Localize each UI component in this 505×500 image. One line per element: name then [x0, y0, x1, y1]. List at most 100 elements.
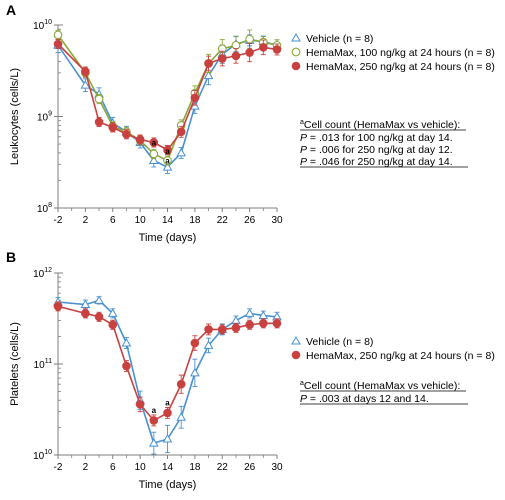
data-point — [245, 320, 254, 330]
x-tick-label: 22 — [217, 462, 229, 473]
data-point — [231, 323, 241, 333]
x-tick-label: 18 — [189, 462, 201, 473]
footnote-line: P = .013 for 100 ng/kg at day 14. — [300, 132, 453, 144]
footnote-line: P = .003 at days 12 and 14. — [300, 393, 429, 405]
series-line — [57, 299, 278, 445]
x-tick-label: 26 — [244, 462, 256, 473]
data-point — [122, 361, 131, 371]
data-point — [53, 30, 63, 40]
data-point — [135, 135, 145, 144]
x-tick-label: 30 — [271, 462, 283, 473]
y-tick-label: 1012 — [33, 267, 52, 280]
data-point — [162, 433, 173, 443]
legend-label: HemaMax, 250 ng/kg at 24 hours (n = 8) — [306, 350, 495, 362]
x-tick-label: 26 — [244, 215, 256, 226]
x-tick-label: 22 — [217, 215, 229, 226]
legend-label: HemaMax, 250 ng/kg at 24 hours (n = 8) — [306, 61, 495, 73]
x-axis-label: Time (days) — [139, 232, 197, 244]
data-point — [80, 80, 91, 89]
x-tick-label: -2 — [54, 215, 63, 226]
y-axis-label: Leukocytes (cells/L) — [9, 68, 21, 165]
significance-annotation: a — [165, 398, 170, 407]
data-point — [259, 319, 268, 328]
data-point — [94, 117, 104, 127]
panel-a-label: A — [6, 2, 16, 18]
data-point — [163, 408, 172, 418]
data-point — [108, 123, 118, 132]
data-point — [121, 338, 132, 347]
series-line — [57, 305, 277, 422]
x-tick-label: -2 — [54, 462, 63, 473]
data-point — [107, 308, 118, 317]
data-point — [272, 319, 282, 328]
significance-annotation: a — [152, 406, 157, 415]
panel-b-label: B — [6, 249, 16, 265]
series-line — [57, 34, 278, 162]
data-point — [149, 416, 159, 425]
data-point — [108, 320, 118, 330]
data-point — [81, 309, 90, 318]
x-tick-label: 2 — [83, 462, 89, 473]
data-point — [53, 39, 63, 49]
series-line — [57, 43, 278, 152]
data-point — [217, 325, 227, 334]
data-point — [53, 302, 63, 311]
data-point — [176, 379, 186, 389]
x-tick-label: 30 — [271, 215, 283, 226]
x-tick-label: 14 — [162, 215, 174, 226]
footnote-line: P = .046 for 250 ng/kg at day 14. — [300, 156, 453, 168]
x-tick-label: 10 — [135, 215, 147, 226]
y-tick-label: 1011 — [34, 358, 52, 371]
data-point — [135, 400, 145, 409]
data-point — [176, 412, 187, 421]
data-point — [245, 34, 254, 44]
data-point — [190, 338, 200, 348]
data-point — [176, 147, 187, 157]
x-axis-label: Time (days) — [139, 479, 197, 491]
data-point — [122, 129, 131, 139]
data-point — [149, 149, 159, 159]
data-point — [94, 295, 104, 304]
data-point — [231, 315, 241, 325]
data-point — [148, 438, 159, 447]
data-point — [203, 70, 214, 80]
x-tick-label: 14 — [162, 462, 174, 473]
x-tick-label: 6 — [110, 462, 116, 473]
data-point — [190, 367, 200, 377]
legend-marker — [291, 335, 301, 345]
data-point — [149, 138, 159, 147]
data-point — [163, 145, 172, 155]
legend-label: HemaMax, 100 ng/kg at 24 hours (n = 8) — [306, 47, 495, 59]
data-point — [244, 308, 255, 317]
data-point — [259, 43, 268, 52]
y-axis-label: Platelets (cells/L) — [9, 322, 21, 406]
data-point — [204, 325, 213, 334]
data-point — [94, 94, 104, 104]
significance-annotation: a — [152, 139, 157, 148]
x-tick-label: 10 — [135, 462, 147, 473]
legend-marker — [291, 350, 301, 360]
data-point — [148, 155, 159, 165]
legend-label: Vehicle (n = 8) — [306, 336, 373, 348]
data-point — [190, 93, 200, 103]
x-tick-label: 18 — [189, 215, 201, 226]
data-point — [231, 51, 241, 61]
data-point — [272, 45, 282, 54]
footnote-title: aCell count (HemaMax vs vehicle): — [300, 380, 460, 392]
footnote-title: aCell count (HemaMax vs vehicle): — [300, 119, 460, 131]
legend-marker — [291, 61, 301, 71]
data-point — [245, 48, 254, 57]
x-tick-label: 2 — [83, 215, 89, 226]
y-tick-label: 108 — [37, 202, 52, 215]
y-tick-label: 1010 — [33, 449, 52, 462]
significance-annotation: a — [165, 147, 170, 156]
data-point — [204, 59, 213, 68]
significance-annotation: a — [165, 157, 170, 166]
data-point — [176, 127, 186, 137]
data-point — [80, 299, 91, 309]
legend-marker — [291, 32, 301, 42]
data-point — [203, 340, 214, 349]
